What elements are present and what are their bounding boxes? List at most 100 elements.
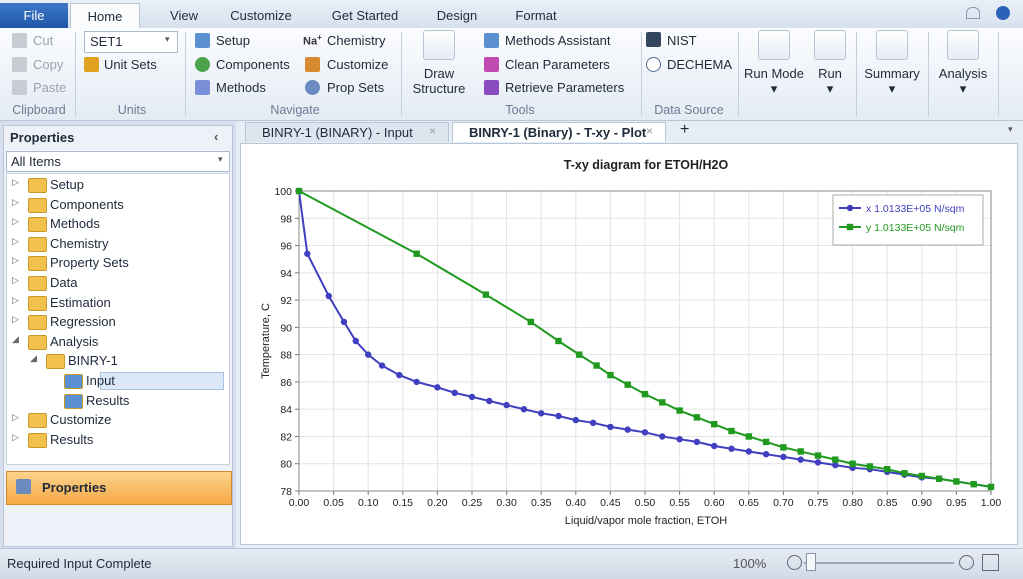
tree-item[interactable]: Analysis <box>50 333 99 349</box>
dechema-button[interactable]: DECHEMA <box>667 57 733 72</box>
tab-menu[interactable]: ▾ <box>1008 124 1013 134</box>
x-tick-label: 0.20 <box>427 497 448 509</box>
customize-icon <box>305 57 320 72</box>
customize-button[interactable]: Customize <box>327 57 389 72</box>
nist-button[interactable]: NIST <box>667 33 697 48</box>
unit-sets-button[interactable]: Unit Sets <box>104 57 157 72</box>
tree-item[interactable]: Results <box>86 392 130 408</box>
document-tab[interactable]: BINRY-1 (Binary) - T-xy - Plot <box>452 122 666 142</box>
ribbon-tab[interactable]: File <box>0 3 68 28</box>
minimize-ribbon[interactable] <box>966 7 980 19</box>
x-tick-label: 0.75 <box>808 497 829 509</box>
units-combo[interactable] <box>84 31 178 53</box>
retrieve-parameters-button[interactable]: Retrieve Parameters <box>505 80 625 95</box>
new-tab-button[interactable]: + <box>680 121 690 138</box>
unit-sets-icon <box>84 57 99 72</box>
tree-expander[interactable]: ▷ <box>12 255 19 266</box>
ribbon-tab[interactable]: Format <box>515 8 557 23</box>
tree-expander[interactable]: ▷ <box>12 431 19 442</box>
x-tick-label: 0.95 <box>946 497 967 509</box>
dechema-icon <box>646 57 661 72</box>
tree-expander[interactable]: ▷ <box>12 294 19 305</box>
y-axis-title: Temperature, C <box>260 303 272 379</box>
tree-icon <box>28 197 47 213</box>
run-button[interactable]: Run ▾ <box>808 30 852 96</box>
methods-button[interactable]: Methods <box>216 80 266 95</box>
data-point <box>987 483 995 491</box>
x-tick-label: 0.60 <box>704 497 725 509</box>
properties-nav-button[interactable] <box>6 471 232 505</box>
tree-expander[interactable]: ▷ <box>12 235 19 246</box>
run-mode-button[interactable]: Run Mode ▾ <box>744 30 804 96</box>
ribbon-tab[interactable]: Home <box>70 3 140 28</box>
draw-structure-button[interactable]: Draw Structure <box>406 30 472 96</box>
collapse-button[interactable]: ‹ <box>214 129 219 144</box>
tree-item[interactable]: Setup <box>50 177 84 192</box>
ribbon-tab[interactable]: View <box>170 8 198 23</box>
tree-item[interactable]: Customize <box>50 412 112 428</box>
methods-assistant-button[interactable]: Methods Assistant <box>505 33 611 48</box>
y-tick-label: 88 <box>280 350 292 362</box>
components-button[interactable]: Components <box>216 57 290 72</box>
tree-item[interactable]: Estimation <box>50 294 111 310</box>
y-tick-label: 84 <box>280 404 292 416</box>
ribbon-tab[interactable]: Get Started <box>331 8 399 23</box>
zoom-thumb[interactable] <box>806 553 816 571</box>
analysis-button[interactable]: Analysis ▾ <box>932 30 994 96</box>
run-mode-icon <box>758 30 790 60</box>
separator <box>75 32 76 116</box>
tab-close[interactable]: × <box>646 124 654 138</box>
tree-expander[interactable]: ▷ <box>12 216 19 227</box>
prop-sets-button[interactable]: Prop Sets <box>327 80 385 95</box>
zoom-in[interactable] <box>959 555 974 570</box>
tab-close[interactable]: × <box>429 124 437 138</box>
y-tick-label: 92 <box>280 295 292 307</box>
paste-button[interactable]: Paste <box>33 80 67 95</box>
fit-button[interactable] <box>982 554 999 571</box>
filter-combo[interactable] <box>6 151 230 172</box>
data-point <box>593 362 600 369</box>
data-point <box>576 351 583 358</box>
tree-expander[interactable]: ◢ <box>12 333 19 344</box>
properties-nav-label: Properties <box>42 480 107 495</box>
x-tick-label: 0.15 <box>393 497 414 509</box>
tree-item[interactable]: Property Sets <box>50 255 129 271</box>
document-tab[interactable]: BINRY-1 (BINARY) - Input <box>245 122 449 142</box>
data-point <box>659 399 666 406</box>
help-icon[interactable] <box>996 6 1010 20</box>
tree-item[interactable]: Methods <box>50 216 100 232</box>
tree-expander[interactable]: ▷ <box>12 314 19 325</box>
button-label: Run <box>818 66 842 81</box>
tree-item[interactable]: Regression <box>50 314 116 330</box>
zoom-out[interactable] <box>787 555 802 570</box>
cut-button[interactable]: Cut <box>33 33 54 48</box>
data-point <box>676 435 683 443</box>
separator <box>856 32 857 116</box>
tree-item[interactable]: Data <box>50 275 78 290</box>
tree-expander[interactable]: ▷ <box>12 275 19 285</box>
tree-item[interactable]: BINRY-1 <box>68 353 118 369</box>
tree-item[interactable]: Chemistry <box>50 235 109 251</box>
tree-item[interactable]: Components <box>50 196 124 212</box>
tree-expander[interactable]: ▷ <box>12 196 19 207</box>
tree-expander[interactable]: ▷ <box>12 412 19 423</box>
prop-sets-icon <box>305 80 320 95</box>
data-point <box>832 456 839 463</box>
tree-expander[interactable]: ◢ <box>30 353 37 364</box>
y-tick-label: 96 <box>280 241 292 253</box>
tree-item[interactable]: Results <box>50 431 94 447</box>
tree-item[interactable]: Input <box>86 373 115 388</box>
ribbon-tab[interactable]: Customize <box>230 8 292 23</box>
data-point <box>486 397 493 405</box>
copy-button[interactable]: Copy <box>33 57 64 72</box>
group-label: Clipboard <box>12 103 66 117</box>
ribbon-tab[interactable]: Design <box>436 8 478 23</box>
summary-button[interactable]: Summary ▾ <box>860 30 924 96</box>
chemistry-button[interactable]: Chemistry <box>327 33 386 48</box>
tree-expander[interactable]: ▷ <box>12 177 19 187</box>
status-message: Required Input Complete <box>7 556 152 571</box>
x-tick-label: 0.10 <box>358 497 379 509</box>
clean-parameters-button[interactable]: Clean Parameters <box>505 57 610 72</box>
zoom-slider[interactable] <box>804 562 954 564</box>
setup-button[interactable]: Setup <box>216 33 250 48</box>
